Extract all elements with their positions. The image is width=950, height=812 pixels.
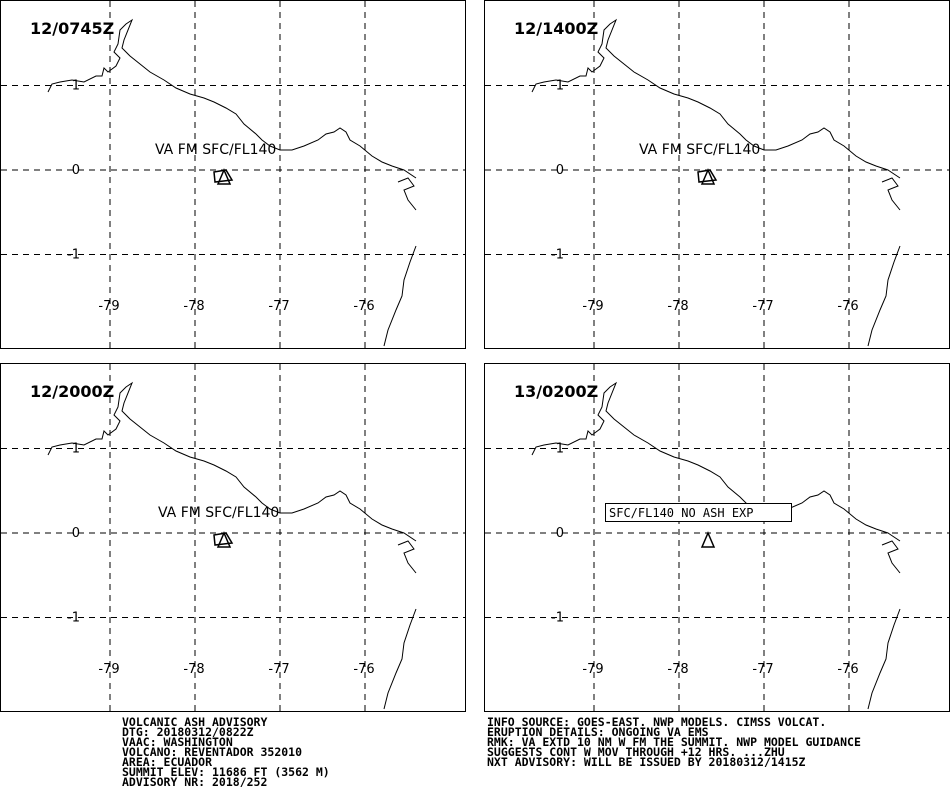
advisory-line: VOLCANO: REVENTADOR 352010 [122,745,302,759]
latitude-label: 1 [72,79,80,94]
longitude-label: -77 [268,299,289,314]
advisory-line: ADVISORY NR: 2018/252 [122,775,267,789]
advisory-line: DTG: 20180312/0822Z [122,725,254,739]
latitude-label: 0 [72,163,80,178]
ash-label: VA FM SFC/FL140 [158,505,279,521]
latitude-label: -1 [551,248,564,263]
longitude-label: -77 [752,662,773,677]
advisory-line: ERUPTION DETAILS: ONGOING VA EMS [487,725,709,739]
ash-area [213,169,234,183]
valid-time: 12/2000Z [30,382,114,401]
latitude-label: 1 [72,442,80,457]
longitude-label: -76 [837,662,858,677]
map-panel: -79 -78 -77 -76 1 0 -1 12/1400Z VA FM SFC/FL140 [484,0,950,349]
longitude-label: -79 [582,299,603,314]
ash-area [697,169,718,183]
ash-area [213,532,234,546]
panel-frame [0,363,466,712]
label-box [605,503,792,522]
longitude-label: -77 [268,662,289,677]
advisory-line: VOLCANIC ASH ADVISORY [122,715,267,729]
volcano-symbol [216,531,232,548]
advisory-line: RMK: VA EXTD 10 NM W FM THE SUMMIT. NWP … [487,735,861,749]
advisory-line: INFO SOURCE: GOES-EAST. NWP MODELS. CIMS… [487,715,826,729]
longitude-label: -78 [183,299,204,314]
longitude-label: -78 [183,662,204,677]
advisory-line: VAAC: WASHINGTON [122,735,233,749]
longitude-label: -78 [667,299,688,314]
ash-label: VA FM SFC/FL140 [639,142,760,158]
latitude-label: 0 [556,163,564,178]
valid-time: 13/0200Z [514,382,598,401]
map-panel: -79 -78 -77 -76 1 0 -1 12/0745Z VA FM SFC/FL140 [0,0,466,349]
latitude-label: 0 [556,526,564,541]
volcano-symbol [700,531,716,548]
latitude-label: -1 [551,611,564,626]
longitude-label: -76 [353,299,374,314]
panel-frame [484,363,950,712]
map-panel: -79 -78 -77 -76 1 0 -1 13/0200Z SFC/FL140 NO ASH… [484,363,950,712]
latitude-label: 1 [556,442,564,457]
longitude-label: -79 [98,299,119,314]
advisory-line: SUMMIT ELEV: 11686 FT (3562 M) [122,765,330,779]
valid-time: 12/1400Z [514,19,598,38]
advisory-line: SUGGESTS CONT W MOV THROUGH +12 HRS. ...… [487,745,785,759]
latitude-label: 0 [72,526,80,541]
longitude-label: -76 [353,662,374,677]
valid-time: 12/0745Z [30,19,114,38]
ash-label: SFC/FL140 NO ASH EXP [609,506,754,520]
latitude-label: -1 [67,611,80,626]
advisory-line: AREA: ECUADOR [122,755,212,769]
advisory-line: NXT ADVISORY: WILL BE ISSUED BY 20180312… [487,755,806,769]
map-panel: -79 -78 -77 -76 1 0 -1 12/2000Z VA FM SFC/FL140 [0,363,466,712]
longitude-label: -79 [98,662,119,677]
longitude-label: -79 [582,662,603,677]
longitude-label: -77 [752,299,773,314]
volcano-symbol [700,168,716,185]
ash-label: VA FM SFC/FL140 [155,142,276,158]
latitude-label: -1 [67,248,80,263]
panel-frame [0,0,466,349]
volcano-symbol [216,168,232,185]
longitude-label: -76 [837,299,858,314]
panel-frame [484,0,950,349]
longitude-label: -78 [667,662,688,677]
latitude-label: 1 [556,79,564,94]
